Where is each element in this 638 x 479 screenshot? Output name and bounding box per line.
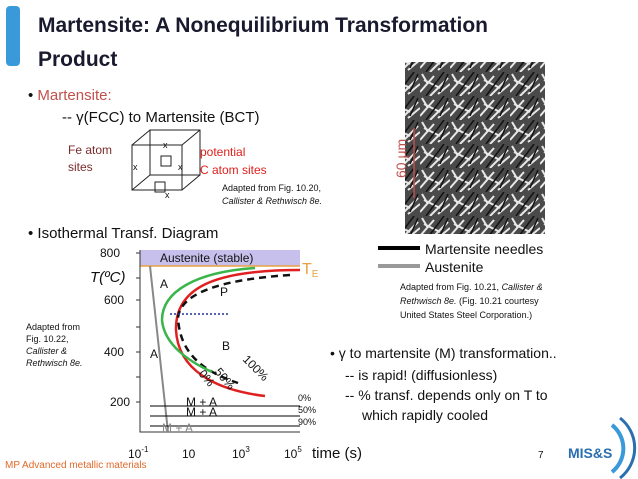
y-label: T(ºC) [90, 269, 125, 286]
tick-base: 10 [182, 447, 196, 461]
bullet-text: Isothermal Transf. Diagram [37, 225, 218, 242]
logo-text: MIS&S [568, 445, 612, 461]
bullet-text: γ to martensite (M) transformation.. [339, 345, 557, 361]
te-sub: E [312, 269, 319, 280]
region-label: P [220, 285, 228, 299]
x-tick-label: 10 [182, 447, 196, 461]
m-pct: 50% [298, 405, 316, 415]
y-tick-label: 800 [100, 246, 120, 260]
bullet-text: Martensite: [37, 87, 111, 104]
x-tick-label: 10-1 [128, 445, 149, 461]
tick-exp: 3 [245, 445, 250, 454]
tick-base: 10 [128, 447, 142, 461]
bullet: • Isothermal Transf. Diagram [28, 225, 218, 242]
tick-base: 10 [232, 447, 246, 461]
atom-site [160, 155, 172, 167]
x-tick-label: 103 [232, 445, 250, 461]
region-label: Austenite (stable) [160, 251, 253, 265]
c-label: C atom sites [200, 163, 267, 177]
axis-line [139, 250, 300, 433]
m-label: M + A [162, 421, 193, 435]
legend-label: Martensite needles [425, 241, 543, 257]
c-label: potential [200, 145, 245, 159]
caption: Adapted from [26, 322, 80, 332]
m-label: M + A [186, 405, 217, 419]
cube-face [149, 129, 201, 176]
accent-bar [6, 6, 20, 66]
x-mark: x [133, 162, 138, 172]
caption: United States Steel Corporation.) [400, 310, 532, 320]
bullet: • γ to martensite (M) transformation.. [330, 345, 557, 361]
caption: Rethwisch 8e. (Fig. 10.21 courtesy [400, 296, 539, 306]
tick-base: 10 [284, 447, 298, 461]
atom-site [154, 181, 166, 193]
title: Product [38, 48, 117, 71]
axes [136, 250, 300, 433]
cooling-path [149, 265, 169, 433]
caption-part: Adapted from Fig. 10.21, [400, 282, 502, 292]
title: Martensite: A Nonequilibrium Transformat… [38, 14, 488, 37]
caption: Adapted from Fig. 10.20, [222, 183, 321, 193]
x-mark: x [163, 140, 168, 150]
x-tick-label: 105 [284, 445, 302, 461]
te-base: T [302, 261, 312, 278]
tick [136, 252, 140, 403]
region-label: A [150, 347, 158, 361]
scale-label: 60 μm [393, 139, 409, 178]
logo-arc [619, 416, 637, 479]
caption: Callister & Rethwisch 8e. [222, 196, 322, 206]
austenite-region [140, 250, 300, 266]
region-label: B [222, 339, 230, 353]
cube-face [131, 144, 183, 191]
footer-course: MP Advanced metallic materials [5, 460, 147, 471]
logo: MIS&S [568, 416, 637, 479]
sub-bullet: -- is rapid! (diffusionless) [345, 367, 497, 383]
caption-part: Rethwisch 8e. [400, 296, 457, 306]
curve-100 [174, 268, 301, 398]
unit-cell [131, 129, 201, 193]
fe-label: Fe atom [68, 143, 112, 157]
cube-edge [131, 129, 201, 191]
sub-bullet: -- % transf. depends only on T to [345, 387, 548, 403]
caption: Adapted from Fig. 10.21, Callister & [400, 282, 543, 292]
y-tick-label: 400 [104, 345, 124, 359]
tick-exp: 5 [297, 445, 302, 454]
page-number: 7 [538, 450, 544, 461]
m-pct: 0% [298, 393, 311, 403]
region-label: A [160, 277, 168, 291]
x-mark: x [178, 162, 183, 172]
caption-part: Callister & [502, 282, 543, 292]
curve-0 [160, 266, 256, 374]
caption: Callister & [26, 346, 67, 356]
x-mark: x [165, 190, 170, 200]
caption: Fig. 10.22, [26, 334, 69, 344]
y-tick-label: 600 [104, 293, 124, 307]
micrograph [405, 62, 545, 234]
legend-label: Austenite [425, 259, 484, 275]
m-label: M + A [186, 395, 217, 409]
caption-part: (Fig. 10.21 courtesy [457, 296, 540, 306]
fe-label: sites [68, 160, 93, 174]
y-tick-label: 200 [110, 395, 130, 409]
sub-bullet: -- γ(FCC) to Martensite (BCT) [62, 109, 260, 126]
x-label: time (s) [312, 445, 362, 462]
sub-bullet: which rapidly cooled [361, 407, 488, 423]
bullet: • Martensite: [28, 87, 112, 104]
logo-arc [610, 423, 626, 474]
m-pct: 90% [298, 417, 316, 427]
m-lines [150, 405, 300, 427]
te-label: TE [302, 261, 319, 280]
c-sites: x x x x [133, 140, 183, 200]
caption: Rethwisch 8e. [26, 358, 83, 368]
tick-exp: -1 [141, 445, 149, 454]
